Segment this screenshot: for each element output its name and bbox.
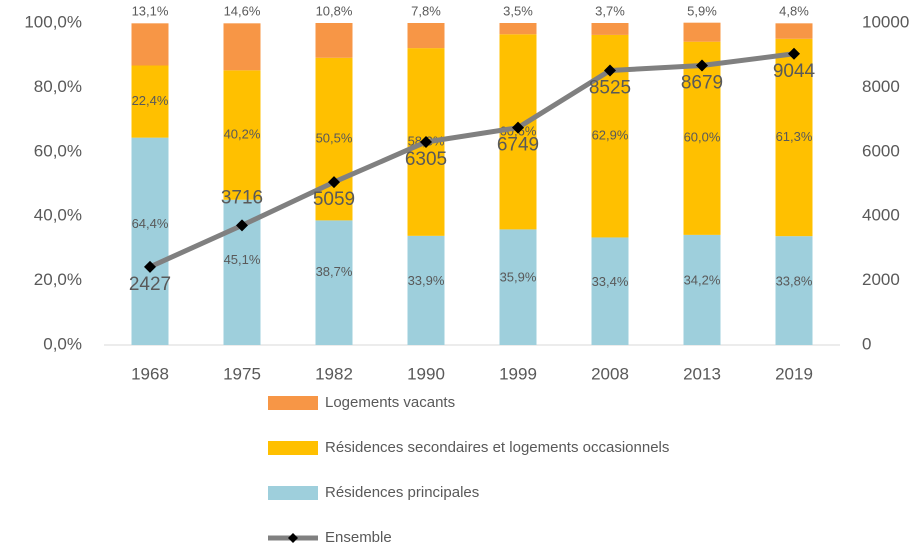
bar-segment <box>499 23 537 35</box>
marker <box>328 176 340 189</box>
line-label: 8679 <box>681 73 723 94</box>
bar-segment <box>131 65 169 138</box>
data-label: 40,2% <box>224 126 261 141</box>
data-label: 61,3% <box>776 129 813 144</box>
marker <box>696 59 708 72</box>
data-label: 38,7% <box>316 264 353 279</box>
bar-segment <box>407 235 445 345</box>
data-label: 35,9% <box>500 269 537 284</box>
bar-segment <box>499 229 537 345</box>
bar-segment <box>683 234 721 345</box>
data-label: 60,0% <box>684 130 721 145</box>
data-label: 34,2% <box>684 273 721 288</box>
bar-segment <box>591 237 629 345</box>
data-label: 3,7% <box>595 3 625 18</box>
data-label: 4,8% <box>779 3 809 18</box>
line-label: 6305 <box>405 149 447 170</box>
data-label: 62,9% <box>592 128 629 143</box>
line-label: 3716 <box>221 187 263 208</box>
data-label: 33,4% <box>592 274 629 289</box>
data-label: 50,5% <box>316 131 353 146</box>
legend-label: Résidences secondaires et logements occa… <box>325 439 669 456</box>
y2-tick-label: 6000 <box>862 141 900 160</box>
data-label: 3,5% <box>503 3 533 18</box>
x-tick-label: 1990 <box>407 364 445 383</box>
data-label: 33,9% <box>408 273 445 288</box>
bar-segment <box>315 220 353 345</box>
data-label: 5,9% <box>687 3 717 18</box>
marker <box>788 47 800 60</box>
y-tick-label: 40,0% <box>34 206 82 225</box>
bar-segment <box>131 23 169 66</box>
data-label: 22,4% <box>132 93 169 108</box>
y2-tick-label: 4000 <box>862 206 900 225</box>
bar-segment <box>315 57 353 221</box>
x-tick-label: 1999 <box>499 364 537 383</box>
data-label: 7,8% <box>411 3 441 18</box>
y2-tick-label: 8000 <box>862 77 900 96</box>
bar-segment <box>131 137 169 345</box>
line-label: 5059 <box>313 189 355 210</box>
data-label: 33,8% <box>776 273 813 288</box>
bar-segment <box>683 41 721 235</box>
data-label: 13,1% <box>132 3 169 18</box>
legend-swatch <box>268 486 318 500</box>
x-tick-label: 1975 <box>223 364 261 383</box>
line-label: 8525 <box>589 78 631 99</box>
data-label: 10,8% <box>316 3 353 18</box>
bar-segment <box>775 236 813 345</box>
bar-segment <box>223 23 261 71</box>
marker <box>512 121 524 134</box>
marker <box>420 135 432 148</box>
legend-label: Logements vacants <box>325 394 455 411</box>
line <box>148 51 795 270</box>
y-tick-label: 60,0% <box>34 141 82 160</box>
bar-segment <box>407 23 445 49</box>
y2-tick-label: 10000 <box>862 12 909 31</box>
y-tick-label: 80,0% <box>34 77 82 96</box>
marker <box>604 64 616 77</box>
bar-segment <box>775 38 813 237</box>
legend-swatch <box>268 441 318 455</box>
x-tick-label: 1982 <box>315 364 353 383</box>
x-tick-label: 1968 <box>131 364 169 383</box>
legend-label: Résidences principales <box>325 484 479 501</box>
bar-segment <box>683 22 721 42</box>
bar-segment <box>775 23 813 39</box>
line-label: 9044 <box>773 61 816 82</box>
y2-tick-label: 0 <box>862 334 871 353</box>
marker <box>144 260 156 273</box>
bar-segment <box>591 23 629 35</box>
marker <box>236 219 248 232</box>
bar-segment <box>315 23 353 58</box>
y2-tick-label: 2000 <box>862 270 900 289</box>
x-tick-label: 2013 <box>683 364 721 383</box>
bar-segment <box>223 70 261 200</box>
data-label: 64,4% <box>132 216 169 231</box>
y-tick-label: 100,0% <box>24 12 82 31</box>
line-label: 6749 <box>497 135 539 156</box>
y-tick-label: 20,0% <box>34 270 82 289</box>
data-label: 45,1% <box>224 252 261 267</box>
y-tick-label: 0,0% <box>43 334 82 353</box>
line-label: 2427 <box>129 274 171 295</box>
x-tick-label: 2008 <box>591 364 629 383</box>
legend-swatch <box>268 396 318 410</box>
data-label: 14,6% <box>224 3 261 18</box>
legend-label: Ensemble <box>325 529 392 546</box>
x-tick-label: 2019 <box>775 364 813 383</box>
legend-marker <box>288 533 298 543</box>
